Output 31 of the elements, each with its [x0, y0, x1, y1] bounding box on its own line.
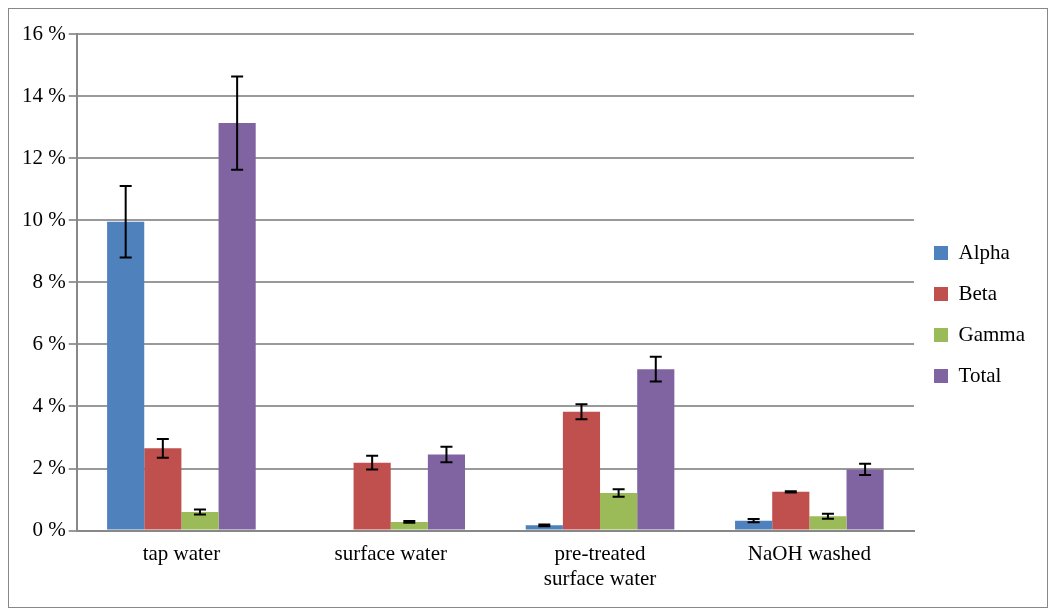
x-tick-label: NaOH washed [747, 540, 872, 565]
bar [390, 521, 428, 530]
legend-label: Gamma [958, 321, 1026, 346]
y-tick-label: 4 % [32, 392, 66, 417]
legend-label: Beta [958, 280, 998, 305]
bar [562, 411, 601, 530]
bar [809, 516, 847, 530]
bar [735, 520, 773, 530]
bar [181, 511, 219, 530]
bar [144, 448, 182, 530]
y-tick-label: 8 % [32, 268, 66, 293]
y-tick-label: 14 % [21, 82, 66, 107]
bar [772, 491, 810, 530]
y-tick-label: 10 % [21, 206, 66, 231]
y-tick-label: 0 % [32, 517, 66, 542]
bar [427, 454, 466, 530]
bar [218, 123, 256, 530]
x-tick-label: pre-treated surface water [543, 540, 657, 590]
y-tick-label: 6 % [32, 330, 66, 355]
x-tick-label: tap water [142, 540, 221, 565]
bar [107, 221, 145, 530]
y-tick-label: 2 % [32, 455, 66, 480]
legend-label: Total [958, 362, 1002, 387]
bar [600, 493, 638, 530]
bar [637, 369, 675, 530]
bar [353, 462, 391, 530]
x-tick-label: surface water [334, 540, 447, 565]
bar [846, 469, 884, 530]
y-tick-label: 16 % [21, 20, 66, 45]
y-tick-label: 12 % [21, 144, 66, 169]
legend-label: Alpha [958, 239, 1011, 264]
